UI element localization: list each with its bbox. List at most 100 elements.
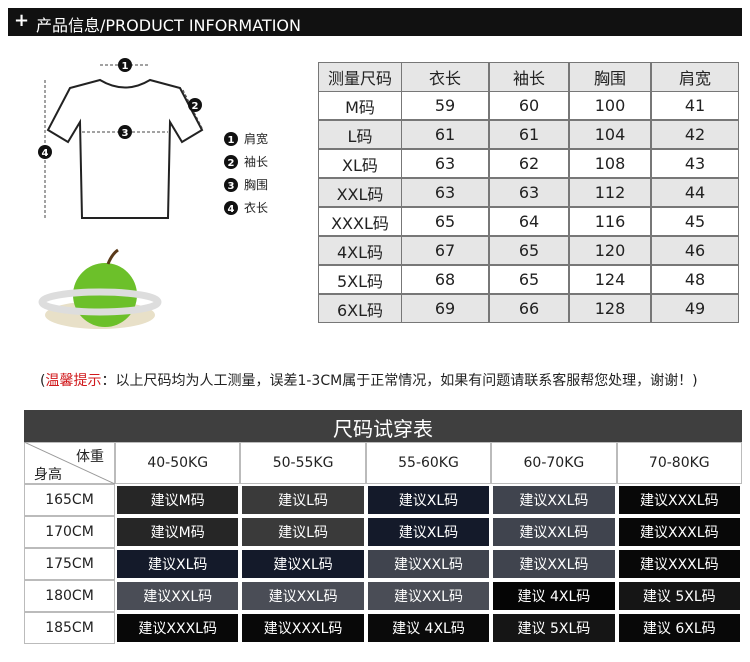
size-cell: 120 bbox=[569, 236, 651, 265]
marker-circle bbox=[118, 58, 132, 72]
size-header-cell: 衣长 bbox=[401, 62, 489, 92]
fit-cell: 建议XL码 bbox=[117, 550, 239, 578]
fit-cell: 建议XXXL码 bbox=[242, 614, 364, 642]
fit-cell: 建议 4XL码 bbox=[493, 582, 615, 610]
weight-header: 40-50KG bbox=[115, 442, 241, 484]
size-cell: M码 bbox=[318, 91, 402, 120]
size-cell: 48 bbox=[651, 265, 739, 294]
size-cell: 112 bbox=[569, 178, 651, 207]
note-prefix: ( bbox=[40, 373, 46, 389]
corner-bottom: 身高 bbox=[34, 467, 62, 483]
size-cell: 63 bbox=[401, 149, 489, 178]
size-cell: 104 bbox=[569, 120, 651, 149]
legend-number: 1 bbox=[228, 135, 235, 146]
size-cell: 116 bbox=[569, 207, 651, 236]
fit-cell: 建议XXL码 bbox=[367, 550, 490, 578]
size-cell: 100 bbox=[569, 91, 651, 120]
fit-cell: 建议M码 bbox=[117, 486, 239, 514]
size-cell: 65 bbox=[489, 236, 569, 265]
size-cell: 44 bbox=[651, 178, 739, 207]
size-header-cell: 肩宽 bbox=[651, 62, 739, 92]
fit-cell: 建议 6XL码 bbox=[618, 614, 740, 642]
legend-circle bbox=[224, 201, 238, 215]
legend-circle bbox=[224, 155, 238, 169]
diagram: 1 2 3 4 1 肩宽 2 袖长 3 胸围 4 衣长 bbox=[38, 58, 268, 329]
header-title: 产品信息/PRODUCT INFORMATION bbox=[36, 16, 301, 35]
marker-number: 4 bbox=[42, 148, 49, 159]
size-cell: 43 bbox=[651, 149, 739, 178]
corner-top: 体重 bbox=[76, 449, 104, 465]
size-cell: 68 bbox=[401, 265, 489, 294]
note: (温馨提示：以上尺码均为人工测量，误差1-3CM属于正常情况，如果有问题请联系客… bbox=[40, 370, 698, 390]
size-cell: 62 bbox=[489, 149, 569, 178]
stem bbox=[106, 248, 119, 265]
size-cell: 63 bbox=[401, 178, 489, 207]
fit-cell: 建议XXL码 bbox=[493, 486, 615, 514]
size-cell: 66 bbox=[489, 294, 569, 323]
fit-cell: 建议L码 bbox=[242, 518, 364, 546]
marker-number: 3 bbox=[122, 128, 129, 139]
size-cell: 61 bbox=[489, 120, 569, 149]
tape bbox=[38, 288, 162, 316]
legend-circle bbox=[224, 178, 238, 192]
size-cell: 60 bbox=[489, 91, 569, 120]
fit-title: 尺码试穿表 bbox=[333, 417, 433, 441]
weight-header: 60-70KG bbox=[491, 442, 617, 484]
size-cell: 42 bbox=[651, 120, 739, 149]
corner-diagonal bbox=[24, 442, 115, 484]
size-cell: 128 bbox=[569, 294, 651, 323]
size-cell: 69 bbox=[401, 294, 489, 323]
legend-number: 4 bbox=[228, 204, 235, 215]
fit-cell: 建议 5XL码 bbox=[493, 614, 615, 642]
diagonal-line bbox=[24, 442, 115, 484]
size-cell: 64 bbox=[489, 207, 569, 236]
header-plus: + bbox=[14, 10, 30, 31]
marker-number: 2 bbox=[192, 101, 199, 112]
size-cell: 46 bbox=[651, 236, 739, 265]
fit-cell: 建议XXL码 bbox=[242, 582, 364, 610]
fit-cell: 建议XXL码 bbox=[493, 518, 615, 546]
height-cell: 180CM bbox=[24, 580, 115, 612]
size-cell: 67 bbox=[401, 236, 489, 265]
fit-cell: 建议 5XL码 bbox=[618, 582, 740, 610]
legend-number: 2 bbox=[228, 158, 235, 169]
marker-circle bbox=[38, 145, 52, 159]
fit-cell: 建议XXXL码 bbox=[117, 614, 239, 642]
size-cell: XXL码 bbox=[318, 178, 402, 207]
fit-cell: 建议XXXL码 bbox=[618, 550, 740, 578]
fit-cell: 建议XXXL码 bbox=[618, 518, 740, 546]
legend-label: 肩宽 bbox=[244, 131, 268, 146]
fit-cell: 建议M码 bbox=[117, 518, 239, 546]
fit-cell: 建议 4XL码 bbox=[367, 614, 490, 642]
size-cell: XL码 bbox=[318, 149, 402, 178]
legend-label: 衣长 bbox=[244, 200, 268, 215]
note-text: ：以上尺码均为人工测量，误差1-3CM属于正常情况，如果有问题请联系客服帮您处理… bbox=[101, 373, 698, 389]
height-cell: 165CM bbox=[24, 484, 115, 516]
size-cell: 49 bbox=[651, 294, 739, 323]
weight-header: 70-80KG bbox=[616, 442, 742, 484]
weight-header: 50-55KG bbox=[240, 442, 366, 484]
fit-cell: 建议XXL码 bbox=[117, 582, 239, 610]
size-cell: XXXL码 bbox=[318, 207, 402, 236]
fit-cell: 建议L码 bbox=[242, 486, 364, 514]
height-cell: 170CM bbox=[24, 516, 115, 548]
fit-cell: 建议XL码 bbox=[367, 518, 490, 546]
size-cell: 108 bbox=[569, 149, 651, 178]
note-highlight: 温馨提示 bbox=[45, 373, 102, 389]
marker-circle bbox=[188, 98, 202, 112]
size-cell: 6XL码 bbox=[318, 294, 402, 323]
size-cell: 41 bbox=[651, 91, 739, 120]
size-cell: L码 bbox=[318, 120, 402, 149]
size-cell: 4XL码 bbox=[318, 236, 402, 265]
size-cell: 45 bbox=[651, 207, 739, 236]
size-cell: 59 bbox=[401, 91, 489, 120]
size-header-cell: 袖长 bbox=[489, 62, 569, 92]
header-bar bbox=[8, 8, 742, 36]
fit-cell: 建议XXL码 bbox=[367, 582, 490, 610]
fit-cell: 建议XXXL码 bbox=[618, 486, 740, 514]
marker-number: 1 bbox=[122, 61, 129, 72]
fit-title-bar bbox=[24, 410, 742, 442]
legend-label: 袖长 bbox=[244, 154, 268, 169]
size-cell: 63 bbox=[489, 178, 569, 207]
